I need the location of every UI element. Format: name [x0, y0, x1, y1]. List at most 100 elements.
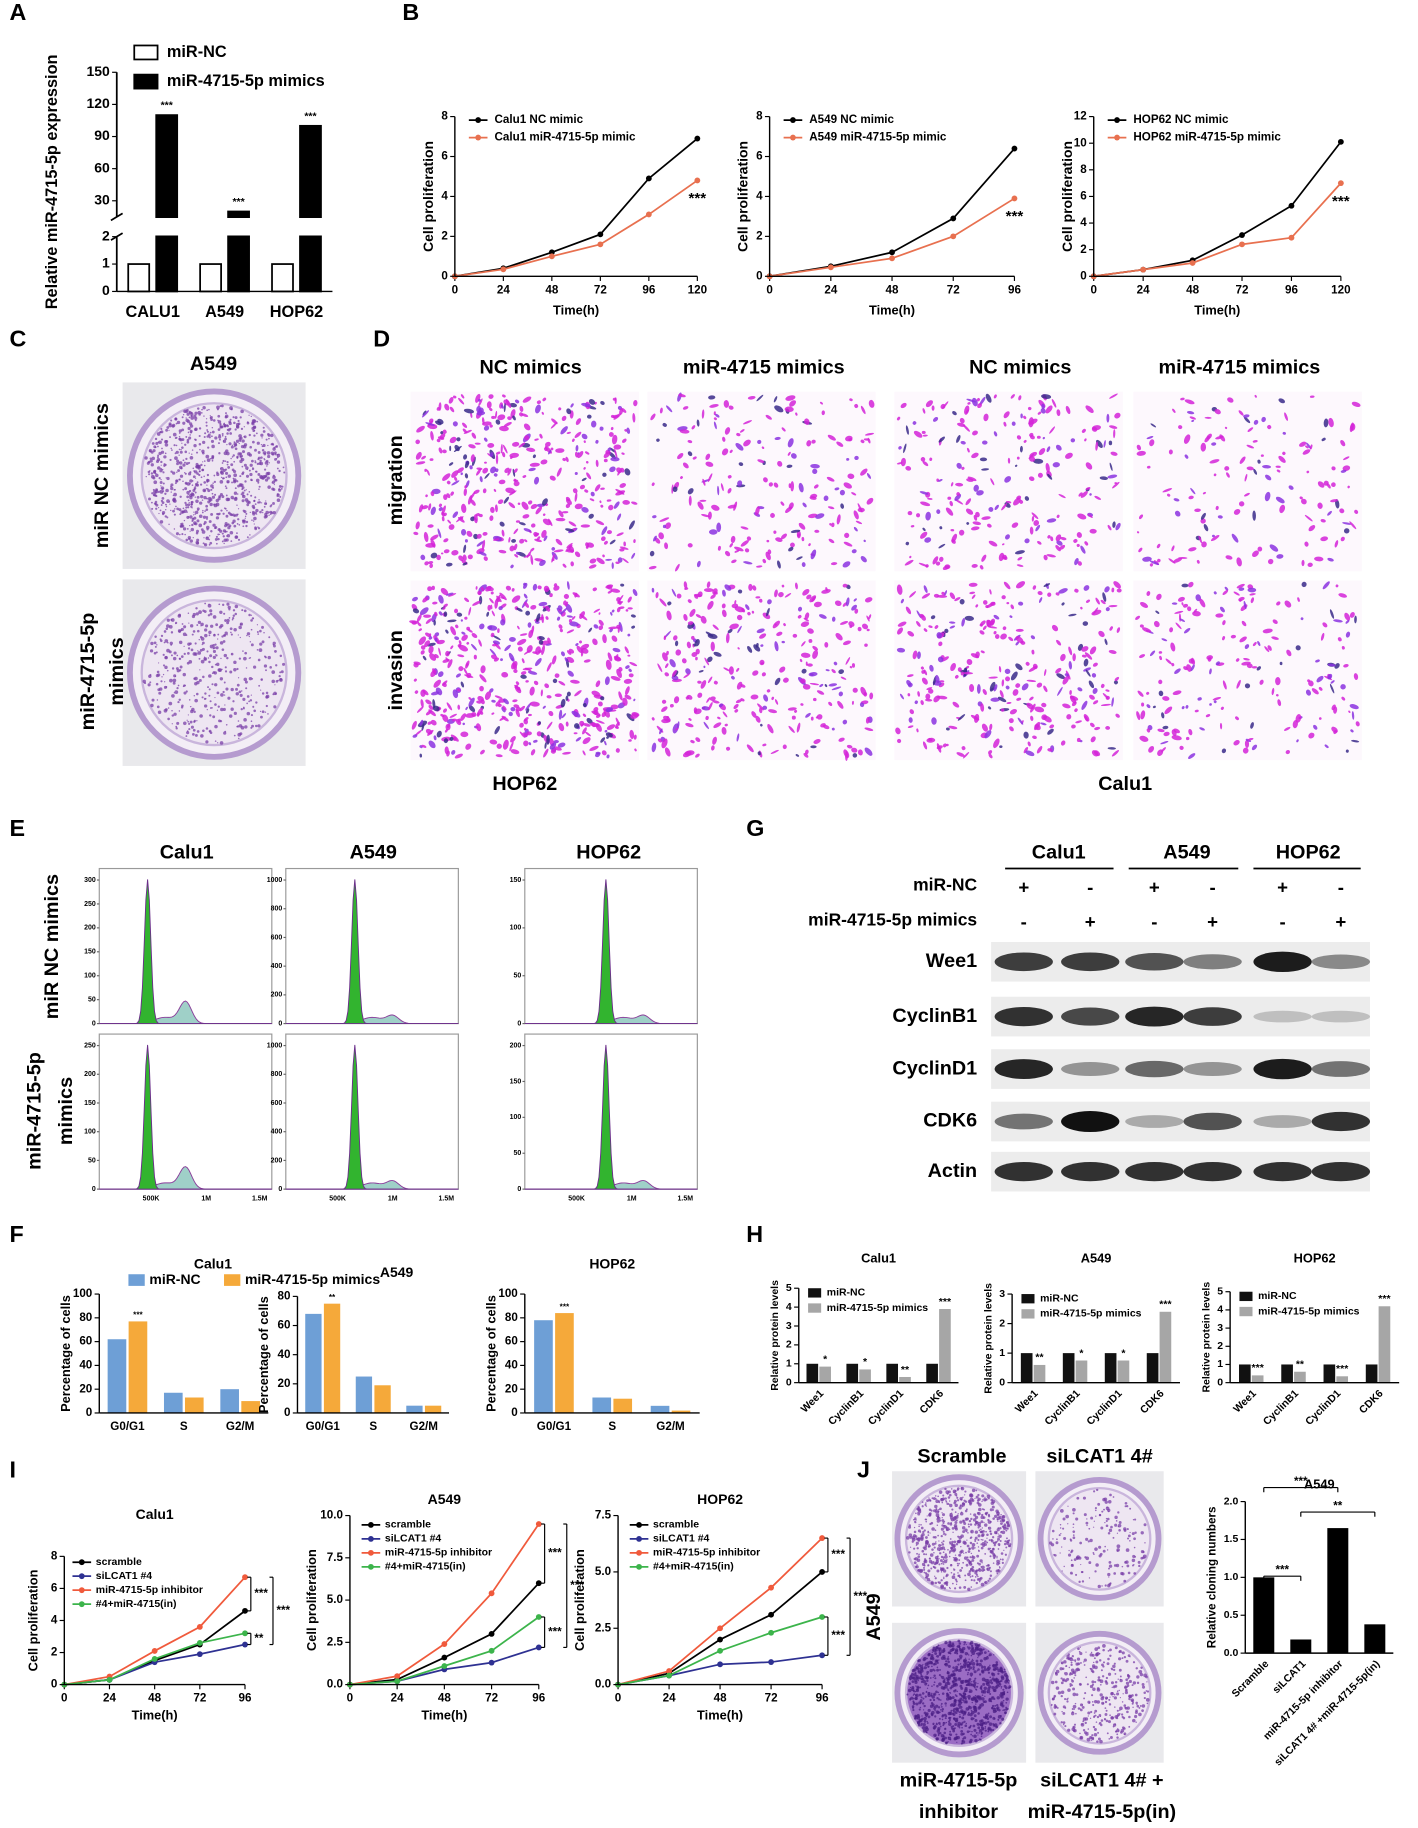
colony [936, 1524, 939, 1527]
x-tick-label: A549 [205, 303, 244, 321]
colony [173, 492, 177, 497]
colony [1075, 1517, 1079, 1521]
colony [1062, 1711, 1066, 1715]
colony [1119, 1675, 1122, 1678]
colony [256, 624, 259, 626]
colony [181, 428, 185, 432]
data-point [768, 1584, 774, 1591]
colony [238, 690, 242, 694]
colony [1097, 1737, 1101, 1741]
row-label: siLCAT1 4# + [1040, 1770, 1163, 1792]
colony [954, 1558, 958, 1562]
colony [1093, 1732, 1098, 1737]
colony [1100, 1669, 1103, 1672]
colony [221, 471, 223, 473]
colony [971, 1651, 976, 1656]
colony [166, 648, 170, 653]
colony [961, 1716, 965, 1720]
colony [245, 524, 248, 528]
colony [257, 633, 260, 635]
colony [927, 1531, 930, 1534]
colony [1056, 1538, 1058, 1541]
colony [1059, 1552, 1061, 1554]
colony [208, 630, 212, 634]
legend-label: siLCAT1 #4 [96, 1571, 152, 1582]
colony [977, 1643, 981, 1647]
colony [959, 1654, 963, 1659]
colony [210, 624, 214, 628]
colony [271, 679, 276, 684]
colony [924, 1518, 927, 1521]
colony [1103, 1718, 1106, 1720]
colony [956, 1519, 958, 1522]
colony [969, 1713, 973, 1717]
colony [978, 1729, 983, 1733]
colony [217, 428, 221, 431]
colony [967, 1668, 971, 1672]
colony [190, 492, 194, 496]
colony [155, 488, 158, 492]
colony [273, 483, 275, 486]
colony [1118, 1657, 1122, 1661]
colony [263, 632, 265, 634]
colony [239, 416, 242, 419]
colony [975, 1688, 977, 1691]
y-tick-label: 1.5 [1224, 1534, 1239, 1545]
colony [928, 1498, 931, 1502]
x-axis-label: Time(h) [421, 1707, 467, 1722]
colony [184, 461, 186, 464]
data-point [151, 1648, 158, 1654]
colony [1001, 1704, 1005, 1708]
colony [210, 530, 213, 533]
x-tick-label: CyclinB1 [1262, 1388, 1302, 1428]
colony [155, 441, 159, 445]
colony [978, 1673, 982, 1676]
x-tick-label: 72 [485, 1692, 498, 1705]
colony [921, 1501, 924, 1503]
colony [1131, 1694, 1134, 1697]
colony [1109, 1582, 1112, 1585]
colony [241, 458, 245, 462]
colony [922, 1709, 925, 1711]
legend-marker [790, 117, 796, 123]
colony [982, 1689, 987, 1694]
colony [909, 1546, 912, 1548]
colony [185, 503, 188, 507]
colony [1051, 1703, 1053, 1706]
colony [175, 532, 179, 536]
colony [1087, 1715, 1089, 1717]
colony [149, 450, 152, 453]
colony [952, 1582, 954, 1585]
colony [939, 1668, 942, 1671]
colony [931, 1651, 934, 1653]
colony [1119, 1713, 1121, 1715]
colony [154, 446, 157, 449]
colony [194, 411, 198, 415]
panel-label: I [10, 1456, 16, 1482]
colony [965, 1722, 968, 1725]
colony [230, 457, 232, 460]
colony [244, 725, 248, 729]
colony [211, 665, 214, 669]
colony [1072, 1530, 1076, 1533]
colony [1075, 1712, 1077, 1715]
x-tick-label: Wee1 [1014, 1388, 1041, 1415]
colony [941, 1710, 944, 1713]
colony [1093, 1553, 1095, 1556]
colony [184, 684, 186, 687]
colony [244, 651, 248, 655]
colony [1090, 1651, 1093, 1654]
colony [214, 643, 217, 646]
colony [1077, 1647, 1080, 1650]
colony [964, 1528, 968, 1532]
colony [1108, 1564, 1113, 1568]
colony [959, 1520, 963, 1524]
colony [178, 465, 183, 470]
y-tick-label: 40 [505, 1358, 518, 1371]
colony [256, 420, 259, 423]
y-tick-label: 4 [441, 190, 448, 203]
colony [970, 1644, 974, 1647]
colony [974, 1547, 976, 1549]
colony [976, 1700, 979, 1702]
y-tick-label: 4 [1217, 1305, 1223, 1316]
